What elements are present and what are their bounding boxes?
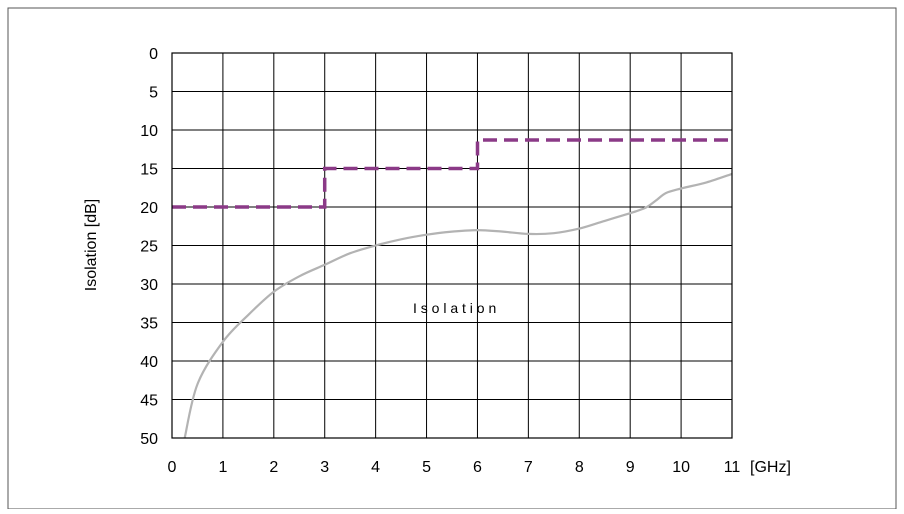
plot-border <box>171 52 733 439</box>
x-tick-label: 3 <box>320 459 329 476</box>
y-tick-labels: 0 5 10 15 20 25 30 35 40 45 50 <box>140 46 158 448</box>
y-tick-label: 45 <box>140 393 158 410</box>
x-tick-label: 0 <box>168 459 177 476</box>
x-tick-label: 4 <box>371 459 380 476</box>
x-tick-label: 9 <box>626 459 635 476</box>
x-tick-labels: 0 1 2 3 4 5 6 7 8 9 10 11 <box>168 459 741 476</box>
grid <box>171 52 733 439</box>
y-tick-label: 40 <box>140 354 158 371</box>
series-group <box>172 138 733 439</box>
y-tick-label: 35 <box>140 316 158 333</box>
y-tick-label: 20 <box>140 200 158 217</box>
y-tick-label: 25 <box>140 239 158 256</box>
y-tick-label: 50 <box>140 431 158 448</box>
series-spec-limit-line <box>172 138 732 209</box>
y-tick-label: 30 <box>140 277 158 294</box>
y-tick-label: 10 <box>140 123 158 140</box>
x-tick-label: 2 <box>269 459 278 476</box>
x-tick-label: 6 <box>473 459 482 476</box>
x-tick-label: 1 <box>218 459 227 476</box>
x-tick-label: 7 <box>524 459 533 476</box>
y-tick-label: 15 <box>140 162 158 179</box>
isolation-annotation: I s o l a t i o n <box>413 300 496 316</box>
series-measured-isolation-line <box>183 172 733 439</box>
x-tick-label: 11 <box>724 459 741 476</box>
x-unit-label: [GHz] <box>750 459 791 476</box>
x-tick-label: 5 <box>422 459 431 476</box>
x-tick-label: 10 <box>672 459 690 476</box>
y-tick-label: 0 <box>149 46 158 63</box>
x-tick-label: 8 <box>575 459 584 476</box>
y-axis-label: Isolation [dB] <box>83 199 100 292</box>
y-tick-label: 5 <box>149 85 158 102</box>
